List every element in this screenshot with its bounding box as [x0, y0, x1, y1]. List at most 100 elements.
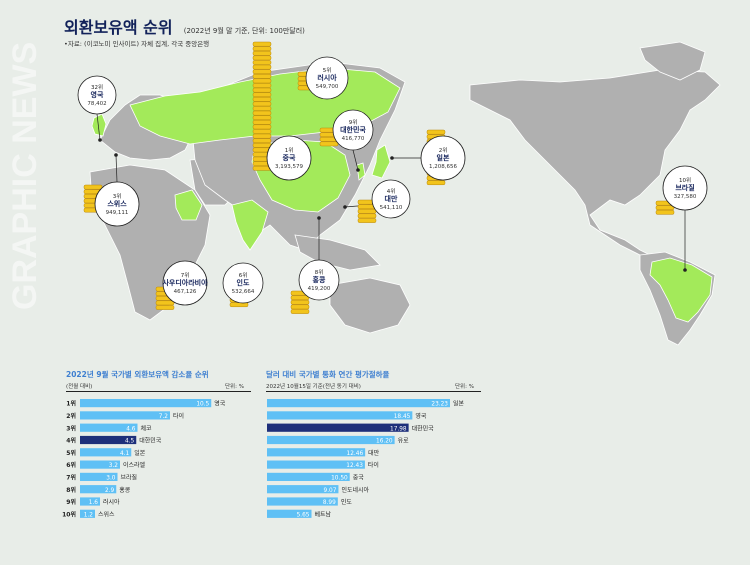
chart2-title: 달러 대비 국가별 통화 연간 평가절하율 [266, 370, 390, 379]
coin-stack-icon [252, 124, 272, 130]
callout-leader [352, 149, 359, 171]
callout-country: 인도 [237, 278, 250, 287]
coin-stack-icon [357, 218, 377, 223]
coin-stack-icon [426, 180, 446, 186]
bar [267, 497, 338, 506]
callout-country: 러시아 [317, 73, 337, 82]
callout-rank: 10위 [679, 176, 691, 184]
north-america [469, 69, 721, 256]
coin-stack-icon [252, 83, 272, 88]
callout-country: 대한민국 [340, 125, 366, 134]
coin-stack-icon [252, 50, 272, 56]
bar-rank: 6위 [66, 461, 76, 469]
callout-value: 549,700 [316, 84, 339, 90]
bar-category-label: 대만 [368, 449, 380, 457]
bar [267, 485, 339, 494]
chart2-rule [266, 391, 481, 392]
callout-rank: 3위 [113, 192, 122, 200]
watermark-text: GRAPHIC NEWS [6, 42, 44, 310]
coin-stack-icon [252, 46, 272, 52]
coin-stack-icon [252, 106, 272, 111]
callout-leader [115, 154, 118, 183]
callout-rank: 2위 [439, 146, 448, 154]
bar-value-label: 16.20 [376, 439, 393, 445]
bar-rank: 1위 [66, 400, 76, 408]
bar-rank: 5위 [66, 449, 76, 457]
bar [267, 448, 366, 457]
bar-rank: 3위 [66, 424, 76, 432]
chart1-subtitle: (전월 대비) [66, 384, 93, 390]
chart1-rule [66, 391, 251, 392]
bar-category-label: 중국 [353, 475, 365, 482]
callout-dot [356, 168, 360, 172]
bar-category-label: 타이 [368, 461, 379, 469]
callout-value: 541,110 [380, 205, 403, 211]
greenland [639, 41, 706, 81]
bar [267, 460, 365, 469]
chart2-subtitle: 2022년 10월15일 기준(전년 동기 대비) [266, 384, 361, 390]
bar-value-label: 4.5 [125, 439, 135, 445]
bar-value-label: 1.2 [84, 512, 94, 518]
callout-dot [98, 138, 102, 142]
bar [80, 497, 100, 506]
chart1-unit: 단위: % [225, 384, 244, 390]
bar-category-label: 영국 [415, 412, 427, 420]
callout-value: 949,111 [106, 210, 129, 216]
title-note: (2022년 9월 말 기준, 단위: 100만달러) [183, 27, 305, 35]
coin-stack-icon [252, 55, 272, 61]
bar-category-label: 홍콩 [119, 486, 131, 494]
bar-category-label: 이스라엘 [123, 461, 146, 469]
japan [371, 144, 391, 179]
bar [267, 472, 350, 481]
coin-stack-icon [83, 184, 103, 190]
callout-country: 대만 [385, 194, 398, 203]
bar-category-label: 일본 [134, 449, 146, 457]
graphic-news-watermark: GRAPHIC NEWS [6, 42, 44, 310]
callout-value: 327,580 [674, 194, 697, 200]
bar [267, 435, 395, 445]
coin-stack-icon [252, 92, 272, 98]
callout-value: 419,200 [308, 286, 331, 292]
coin-stack-icon [252, 119, 272, 125]
callout-value: 78,402 [87, 101, 106, 107]
coin-stack-icon [426, 129, 446, 135]
callout-value: 416,770 [342, 136, 365, 142]
bar-category-label: 브라질 [121, 474, 138, 482]
bar-category-label: 베트남 [315, 510, 332, 518]
bar-category-label: 스위스 [98, 510, 115, 518]
bar-rank: 2위 [66, 412, 76, 420]
callout-dot [683, 268, 687, 272]
bar [80, 435, 137, 445]
bar-value-label: 3.0 [106, 476, 116, 482]
chart2-unit: 단위: % [455, 384, 474, 390]
coin-stack-icon [319, 141, 339, 147]
bar-value-label: 12.43 [346, 463, 363, 469]
callout-dot [343, 205, 347, 209]
coin-stack-icon [655, 209, 675, 215]
callout-rank: 5위 [323, 66, 332, 74]
header: 외환보유액 순위 (2022년 9월 말 기준, 단위: 100만달러) [64, 14, 305, 38]
bar-value-label: 3.2 [109, 463, 119, 469]
coin-stack-icon [290, 309, 310, 314]
callout-country: 브라질 [675, 183, 694, 192]
bar [80, 460, 120, 469]
bar [80, 448, 132, 457]
bar-value-label: 12.46 [347, 451, 364, 457]
bar-category-label: 대한민국 [139, 437, 162, 445]
bar-value-label: 8.99 [323, 500, 336, 506]
bar-rank: 8위 [66, 486, 76, 494]
bar [80, 399, 212, 408]
bar-category-label: 대한민국 [412, 424, 435, 432]
coin-stack-icon [252, 110, 272, 116]
coin-stack-icon [252, 87, 272, 93]
bar-value-label: 2.9 [105, 488, 115, 494]
